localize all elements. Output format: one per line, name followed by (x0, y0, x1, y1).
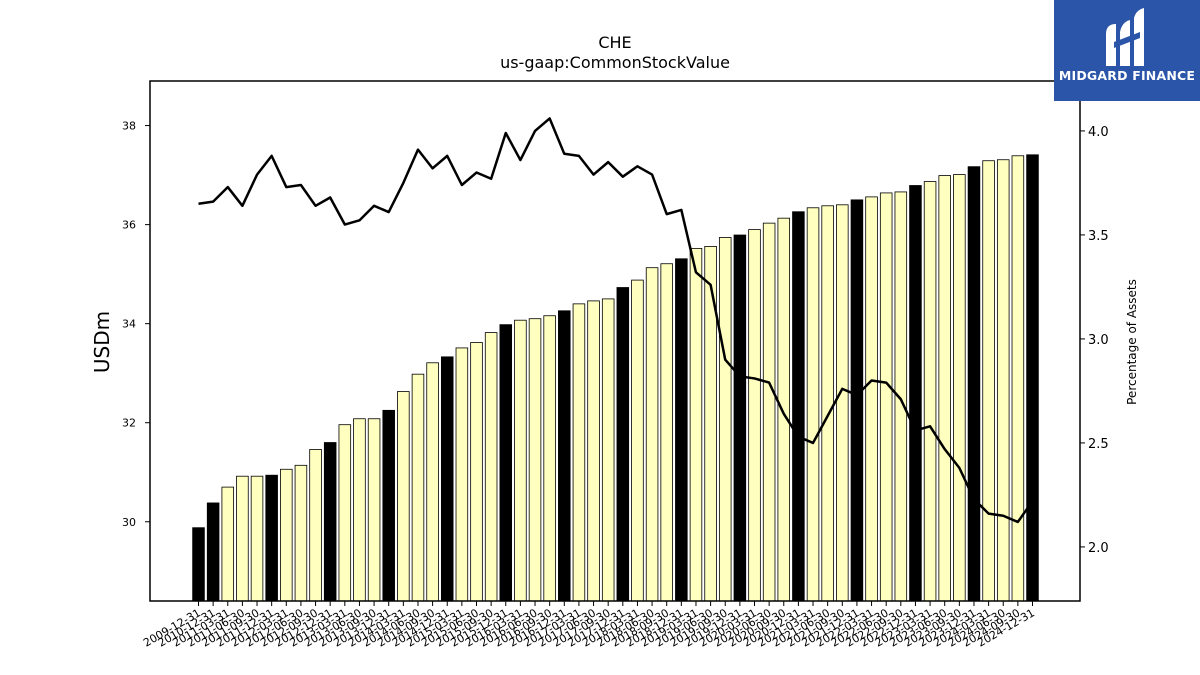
logo-text: MIDGARD FINANCE (1058, 68, 1196, 83)
bar (631, 279, 644, 602)
y2-tick-label: 3.5 (1088, 229, 1109, 244)
line-series (198, 117, 1034, 524)
bar (718, 237, 732, 602)
chart-title: CHE (598, 33, 631, 52)
bar (558, 310, 571, 602)
bar (206, 502, 220, 602)
y2-tick-label: 3.0 (1088, 333, 1109, 348)
bar (967, 166, 981, 602)
y-tick-label: 30 (122, 516, 136, 529)
bar (645, 267, 659, 602)
bar (265, 474, 278, 602)
y2-tick-label: 2.0 (1088, 541, 1109, 556)
bar (996, 159, 1010, 602)
bar (909, 185, 922, 602)
bar (367, 418, 381, 602)
bar (953, 174, 966, 602)
bar (572, 303, 586, 602)
bar (397, 391, 410, 602)
bar (792, 211, 805, 602)
bar (353, 418, 366, 602)
midgard-finance-logo: MIDGARD FINANCE (1054, 0, 1200, 101)
y-tick-label: 32 (122, 417, 136, 430)
logo-mark-icon (1106, 8, 1144, 66)
bar (821, 205, 834, 602)
bar (499, 324, 513, 602)
bar (748, 229, 761, 602)
bar (470, 342, 483, 602)
y-axis-label: USDm (90, 311, 114, 373)
bar (309, 449, 322, 602)
chart-subtitle: us-gaap:CommonStockValue (500, 53, 730, 72)
bar (689, 247, 703, 602)
bar (382, 409, 395, 602)
axes: 30323436382.02.53.03.54.02009-12-312010-… (122, 80, 1109, 650)
bar (879, 192, 893, 602)
bar (411, 373, 425, 602)
y2-tick-label: 4.0 (1088, 125, 1109, 140)
y2-tick-label: 2.5 (1088, 437, 1109, 452)
bar (1011, 155, 1025, 602)
bar (236, 475, 249, 602)
bar (514, 319, 527, 602)
y-tick-label: 38 (122, 120, 136, 133)
bar (733, 234, 747, 602)
bar (250, 475, 264, 602)
bar (1026, 154, 1039, 602)
bar (294, 464, 308, 602)
bar (923, 181, 937, 602)
bar (543, 315, 556, 602)
bar (192, 527, 205, 602)
bar (587, 300, 600, 602)
bar (806, 207, 820, 602)
bar (528, 318, 542, 602)
bar (982, 160, 995, 602)
bar (323, 442, 337, 602)
bar (221, 486, 235, 602)
y-tick-label: 36 (122, 219, 136, 232)
bar (455, 347, 469, 602)
bar (484, 332, 498, 602)
plot-frame (149, 80, 1081, 602)
bar (280, 468, 293, 602)
y2-axis-label: Percentage of Assets (1125, 279, 1139, 405)
bar (601, 298, 615, 602)
bar (938, 175, 951, 602)
y-tick-label: 34 (122, 318, 136, 331)
bar (836, 204, 849, 602)
bar (616, 287, 630, 602)
percentage-line (198, 117, 1034, 524)
bar (865, 196, 878, 602)
bar (426, 362, 439, 602)
bar (850, 199, 864, 602)
bar (675, 258, 688, 602)
bar (440, 356, 454, 602)
bar (762, 222, 776, 602)
bar (777, 217, 791, 602)
bar (660, 263, 673, 602)
bar (338, 424, 352, 602)
bar-series (192, 154, 1039, 602)
